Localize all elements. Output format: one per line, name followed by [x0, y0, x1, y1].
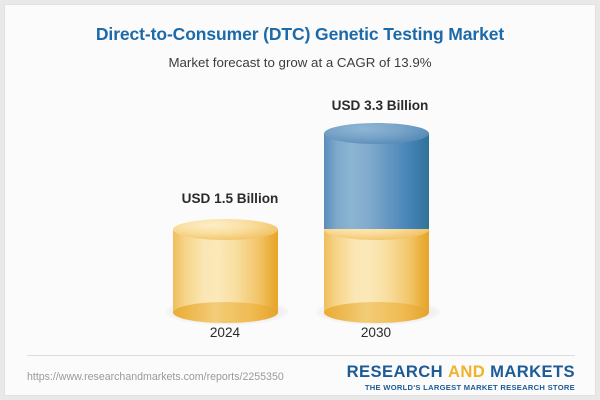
- logo-wordmark: RESEARCH AND MARKETS: [347, 363, 575, 381]
- chart-subtitle: Market forecast to grow at a CAGR of 13.…: [168, 55, 432, 70]
- logo-word-markets: MARKETS: [490, 362, 575, 381]
- chart-plot-area: USD 1.5 Billion 2024 USD 3.3 Billion 203…: [5, 5, 595, 395]
- logo-word-research: RESEARCH: [346, 362, 443, 381]
- bar-value-label-2030: USD 3.3 Billion: [331, 98, 429, 113]
- footer-divider: [27, 355, 575, 356]
- category-label-2024: 2024: [209, 325, 241, 340]
- logo-word-and: AND: [447, 362, 486, 381]
- chart-header: Direct-to-Consumer (DTC) Genetic Testing…: [5, 23, 595, 71]
- bar-top-cap-2024: [173, 219, 278, 240]
- bar-segment-2030-growth: [324, 133, 429, 229]
- bar-segment-2030-base: [324, 229, 429, 313]
- bar-value-label-2024: USD 1.5 Billion: [181, 191, 279, 206]
- bar-2024[interactable]: [165, 219, 289, 325]
- chart-title: Direct-to-Consumer (DTC) Genetic Testing…: [95, 24, 505, 44]
- bar-segment-2024-base: [173, 229, 278, 313]
- logo-tagline: THE WORLD'S LARGEST MARKET RESEARCH STOR…: [364, 383, 575, 392]
- infographic-card: Direct-to-Consumer (DTC) Genetic Testing…: [4, 4, 596, 396]
- bar-2030[interactable]: [316, 123, 440, 325]
- category-label-2030: 2030: [360, 325, 392, 340]
- bar-top-cap-2030: [324, 123, 429, 144]
- bar-bottom-cap-2030: [324, 302, 429, 323]
- source-url-link[interactable]: https://www.researchandmarkets.com/repor…: [27, 371, 284, 383]
- research-and-markets-logo[interactable]: RESEARCH AND MARKETS THE WORLD'S LARGEST M…: [347, 363, 575, 393]
- bar-bottom-cap-2024: [173, 302, 278, 323]
